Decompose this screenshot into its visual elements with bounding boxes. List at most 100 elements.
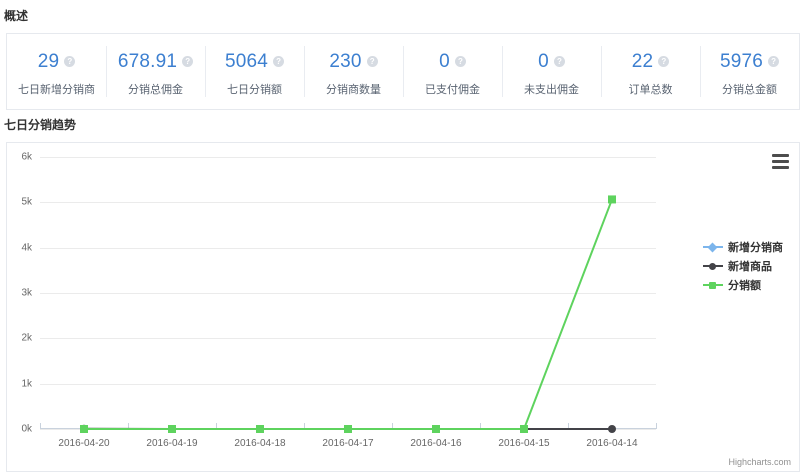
- menu-bar-3: [772, 166, 789, 169]
- legend-item-新增分销商[interactable]: 新增分销商: [703, 239, 783, 255]
- stat-value: 0: [538, 50, 549, 72]
- legend-label: 分销额: [728, 280, 761, 292]
- stat-value-row: 5064?: [224, 49, 285, 75]
- y-axis-tick-label: 5k: [21, 196, 32, 208]
- stat-label: 分销总金额: [722, 83, 777, 96]
- stat-value: 29: [37, 50, 60, 72]
- x-axis-tick-label: 2016-04-18: [234, 438, 286, 449]
- stat-value-row: 5976?: [719, 49, 780, 75]
- stat-label: 订单总数: [628, 83, 673, 96]
- legend-label: 新增商品: [728, 261, 772, 273]
- series-layer: [80, 195, 616, 433]
- stat-label: 未支出佣金: [524, 83, 579, 96]
- grid-line: 3k: [21, 288, 656, 299]
- stat-label: 七日分销额: [227, 83, 282, 96]
- help-circle-icon[interactable]: ?: [64, 56, 76, 67]
- help-circle-icon[interactable]: ?: [273, 56, 285, 67]
- grid-line: 6k: [21, 152, 656, 163]
- stat-value-row: 0?: [439, 49, 466, 75]
- stat-value: 5064: [224, 50, 269, 72]
- data-point-marker[interactable]: [520, 425, 528, 433]
- stat-cell: 22? 订单总数: [601, 34, 700, 109]
- y-axis-tick-label: 0k: [21, 423, 32, 435]
- data-point-marker[interactable]: [80, 425, 88, 433]
- x-axis-tick-label: 2016-04-16: [410, 438, 462, 449]
- x-axis-tick: [128, 423, 129, 429]
- stat-value-row: 230?: [329, 49, 378, 75]
- legend-symbol-icon: [703, 261, 723, 271]
- grid-line: 2k: [21, 333, 656, 344]
- highcharts-credits[interactable]: Highcharts.com: [728, 457, 791, 467]
- menu-bar-1: [772, 154, 789, 157]
- overview-section: 概述 29? 七日新增分销商 678.91? 分销总佣金 5064? 七日分销额 230? 分…: [0, 0, 806, 110]
- stat-cell: 0? 已支付佣金: [403, 34, 502, 109]
- page-title: 概述: [4, 9, 29, 23]
- data-point-marker[interactable]: [608, 425, 616, 433]
- legend-symbol-icon: [703, 280, 723, 290]
- help-circle-icon[interactable]: ?: [553, 56, 565, 67]
- help-circle-icon[interactable]: ?: [182, 56, 194, 67]
- x-axis-tick: [656, 423, 657, 429]
- hamburger-menu-icon[interactable]: [772, 154, 789, 169]
- stat-value-row: 678.91?: [117, 49, 194, 75]
- legend-item-分销额[interactable]: 分销额: [703, 277, 783, 293]
- y-axis-tick-label: 4k: [21, 242, 32, 254]
- legend-symbol-icon: [703, 242, 723, 253]
- stat-value-row: 22?: [632, 49, 670, 75]
- stat-value: 230: [329, 50, 362, 72]
- x-axis-tick-label: 2016-04-19: [146, 438, 198, 449]
- menu-bar-2: [772, 160, 789, 163]
- x-axis-tick: [40, 423, 41, 429]
- x-axis-tick: [304, 423, 305, 429]
- stat-label: 分销总佣金: [128, 83, 183, 96]
- x-axis-tick-label: 2016-04-17: [322, 438, 374, 449]
- plot-area: 0k 1k 2k 3k 4k 5k 6k 2016-04-20 2016-04-19 2016-…: [21, 152, 657, 449]
- highcharts-container: 0k 1k 2k 3k 4k 5k 6k 2016-04-20 2016-04-19 2016-…: [7, 143, 799, 471]
- x-axis-tick: [568, 423, 569, 429]
- legend-item-新增商品[interactable]: 新增商品: [703, 258, 783, 274]
- stat-cell: 5064? 七日分销额: [205, 34, 304, 109]
- data-point-marker[interactable]: [608, 195, 616, 204]
- legend-label: 新增分销商: [728, 242, 783, 254]
- x-axis-tick: [216, 423, 217, 429]
- stat-cell: 678.91? 分销总佣金: [106, 34, 205, 109]
- data-point-marker[interactable]: [344, 425, 352, 433]
- chart-panel: 0k 1k 2k 3k 4k 5k 6k 2016-04-20 2016-04-19 2016-…: [6, 142, 800, 472]
- trend-section: 七日分销趋势 0k 1k 2k 3k 4k 5k 6k 2016-04-20 2016-04-…: [0, 110, 806, 472]
- stat-cell: 230? 分销商数量: [304, 34, 403, 109]
- data-point-marker[interactable]: [168, 425, 176, 433]
- series-line-分销额[interactable]: [84, 199, 613, 430]
- x-axis-tick-label: 2016-04-15: [498, 438, 550, 449]
- y-axis-tick-label: 3k: [21, 287, 32, 299]
- stat-value: 678.91: [117, 50, 178, 72]
- stat-cell: 0? 未支出佣金: [502, 34, 601, 109]
- data-point-marker[interactable]: [432, 425, 440, 433]
- x-axis-tick-label: 2016-04-14: [586, 438, 638, 449]
- stat-label: 已支付佣金: [425, 83, 480, 96]
- data-point-marker[interactable]: [256, 425, 264, 433]
- x-axis-tick-label: 2016-04-20: [58, 438, 110, 449]
- help-circle-icon[interactable]: ?: [658, 56, 670, 67]
- x-axis-tick: [480, 423, 481, 429]
- help-circle-icon[interactable]: ?: [768, 56, 780, 67]
- stat-value: 0: [439, 50, 450, 72]
- stat-value-row: 29?: [38, 49, 76, 75]
- help-circle-icon[interactable]: ?: [366, 56, 378, 67]
- stat-value-row: 0?: [538, 49, 565, 75]
- y-axis-tick-label: 2k: [21, 332, 32, 344]
- grid-line: 1k: [21, 378, 656, 389]
- stat-cell: 29? 七日新增分销商: [7, 34, 106, 109]
- chart-legend: 新增分销商新增商品分销额: [703, 239, 783, 293]
- stat-label: 七日新增分销商: [18, 83, 95, 96]
- stat-value: 5976: [719, 50, 764, 72]
- x-axis-tick: [392, 423, 393, 429]
- stats-panel: 29? 七日新增分销商 678.91? 分销总佣金 5064? 七日分销额 230? 分销商数…: [6, 33, 800, 110]
- stat-cell: 5976? 分销总金额: [700, 34, 799, 109]
- stat-value: 22: [631, 50, 654, 72]
- grid-line: 4k: [21, 242, 656, 253]
- help-circle-icon[interactable]: ?: [454, 56, 466, 67]
- chart-title: 七日分销趋势: [4, 118, 77, 132]
- grid-line: 5k: [21, 197, 656, 208]
- stat-label: 分销商数量: [326, 83, 381, 96]
- y-axis-tick-label: 6k: [21, 151, 32, 163]
